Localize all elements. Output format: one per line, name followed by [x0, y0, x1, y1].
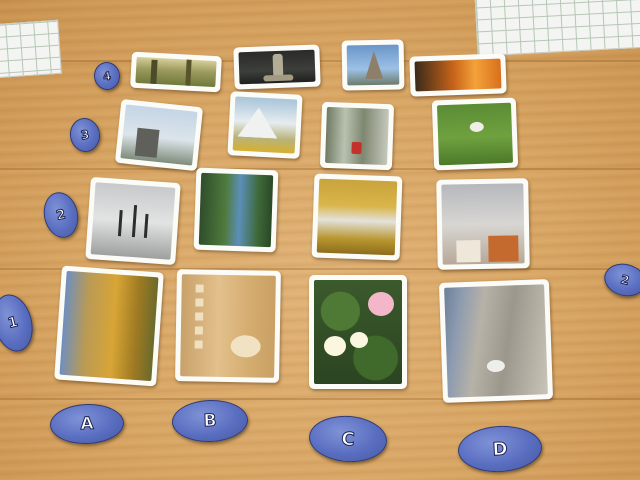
row-token[interactable]: 3 — [67, 115, 103, 155]
card-image-forest-red-object — [325, 106, 389, 166]
photo-card[interactable] — [341, 39, 405, 91]
row-token[interactable]: 2 — [39, 188, 83, 242]
card-image-mountain-autumn — [232, 96, 298, 154]
score-sheet-left[interactable] — [0, 19, 62, 79]
photo-card[interactable] — [193, 167, 279, 253]
photo-card[interactable] — [309, 275, 407, 389]
column-token-label: A — [80, 413, 95, 435]
card-image-golden-field — [59, 270, 159, 382]
column-token-label: C — [340, 428, 356, 451]
photo-card[interactable] — [233, 44, 321, 90]
photo-card[interactable] — [311, 173, 403, 261]
photo-card[interactable] — [436, 178, 530, 270]
row-token-label: 3 — [79, 127, 91, 143]
photo-card[interactable] — [409, 53, 507, 97]
row-token[interactable]: 4 — [92, 60, 122, 92]
row-token-label: 1 — [6, 314, 20, 333]
wood-grain-line — [0, 168, 640, 170]
photo-card[interactable] — [114, 98, 204, 172]
photo-card[interactable] — [431, 97, 519, 171]
column-token-label: D — [491, 438, 509, 461]
card-image-pale-building — [120, 104, 198, 166]
extra-token-label: 2 — [619, 272, 631, 289]
row-token-label: 4 — [102, 69, 112, 84]
card-image-meadow-trees — [135, 56, 217, 88]
photo-card[interactable] — [130, 51, 222, 93]
card-image-dark-fountain — [238, 49, 316, 85]
photo-card[interactable] — [319, 101, 395, 171]
photo-card[interactable] — [85, 176, 181, 266]
wood-grain-line — [0, 268, 640, 270]
wood-grain-line — [0, 398, 640, 400]
card-image-wood-closeup — [180, 274, 276, 378]
photo-card[interactable] — [438, 279, 554, 403]
column-token[interactable]: B — [171, 398, 249, 444]
card-image-green-field-sheep — [436, 102, 514, 166]
card-image-grey-sky-posts — [90, 182, 176, 260]
extra-token[interactable]: 2 — [600, 259, 640, 301]
column-token-label: B — [203, 410, 218, 432]
row-token-label: 2 — [55, 206, 68, 224]
column-token[interactable]: C — [307, 413, 389, 465]
photo-card[interactable] — [54, 265, 164, 387]
photo-card[interactable] — [175, 269, 281, 383]
card-image-blue-monument — [346, 44, 400, 86]
score-sheet-right[interactable] — [474, 0, 640, 57]
card-image-blue-lake-trees — [198, 172, 274, 248]
card-image-yellow-autumn-mist — [316, 178, 398, 256]
column-token[interactable]: A — [49, 402, 125, 446]
card-image-snow-cabin — [441, 183, 525, 265]
wood-grain-line — [0, 60, 640, 62]
card-image-rock-cliff — [444, 284, 548, 398]
column-token[interactable]: D — [456, 423, 544, 475]
photo-card[interactable] — [227, 91, 303, 159]
card-image-sunset-glow — [414, 58, 502, 92]
card-image-water-lilies — [314, 280, 402, 384]
row-token[interactable]: 1 — [0, 290, 39, 356]
